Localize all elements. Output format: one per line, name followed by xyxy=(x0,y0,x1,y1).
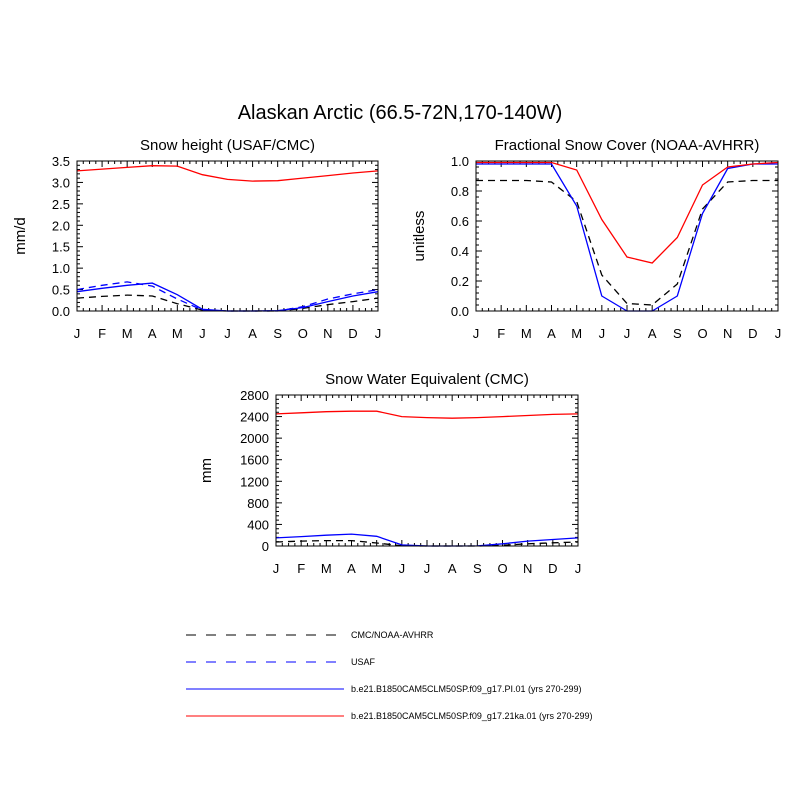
panel-title: Snow height (USAF/CMC) xyxy=(140,137,315,154)
panel-title: Snow Water Equivalent (CMC) xyxy=(325,371,529,388)
y-tick-label: 3.5 xyxy=(52,154,70,169)
x-tick-label: J xyxy=(775,326,782,341)
x-tick-label: S xyxy=(473,561,482,576)
legend-label: CMC/NOAA-AVHRR xyxy=(351,630,434,640)
legend-entry-b-e21-b1850cam5clm50sp-f09-g17-21ka-01-yrs-270-299: b.e21.B1850CAM5CLM50SP.f09_g17.21ka.01 (… xyxy=(186,711,593,721)
y-tick-label: 1.0 xyxy=(451,154,469,169)
x-tick-label: S xyxy=(273,326,282,341)
y-tick-label: 0.0 xyxy=(52,304,70,319)
series-line-cmc-noaa-avhrr xyxy=(76,294,379,312)
x-tick-label: J xyxy=(74,326,81,341)
x-tick-label: A xyxy=(148,326,157,341)
y-tick-label: 2.5 xyxy=(52,197,70,212)
x-tick-label: J xyxy=(375,326,382,341)
y-tick-label: 800 xyxy=(247,496,269,511)
x-tick-label: M xyxy=(571,326,582,341)
x-tick-label: S xyxy=(673,326,682,341)
y-axis-label: mm xyxy=(198,458,215,483)
y-tick-label: 1600 xyxy=(240,453,269,468)
legend-label: b.e21.B1850CAM5CLM50SP.f09_g17.21ka.01 (… xyxy=(351,711,593,721)
y-tick-label: 1.5 xyxy=(52,240,70,255)
x-tick-label: J xyxy=(224,326,231,341)
series-line-cmc-noaa-avhrr xyxy=(275,539,579,547)
y-axis-label: unitless xyxy=(411,211,428,262)
panel-snow-height-usaf-cmc: Snow height (USAF/CMC)mm/dJ F M A M J J A S O N D J0… xyxy=(12,137,381,341)
y-tick-label: 0.4 xyxy=(451,244,469,259)
y-tick-label: 0.5 xyxy=(52,283,70,298)
legend: CMC/NOAA-AVHRR USAF b.e21.B1850CAM5CLM50SP… xyxy=(186,630,593,721)
x-tick-label: J xyxy=(424,561,431,576)
y-tick-label: 0.6 xyxy=(451,214,469,229)
plot-frame xyxy=(475,160,779,312)
x-tick-label: A xyxy=(448,561,457,576)
x-tick-label: J xyxy=(624,326,631,341)
y-tick-label: 2000 xyxy=(240,431,269,446)
x-tick-label: O xyxy=(497,561,507,576)
x-tick-label: J xyxy=(473,326,480,341)
x-tick-label: N xyxy=(323,326,332,341)
y-tick-label: 0.0 xyxy=(451,304,469,319)
y-tick-label: 0 xyxy=(262,539,269,554)
panel-snow-water-equivalent-cmc: Snow Water Equivalent (CMC)mmJ F M A M J J A S O N… xyxy=(198,371,581,576)
x-tick-label: J xyxy=(273,561,280,576)
figure-title: Alaskan Arctic (66.5-72N,170-140W) xyxy=(238,102,563,124)
x-tick-label: J xyxy=(199,326,206,341)
y-tick-label: 2800 xyxy=(240,388,269,403)
series-line-b-e21-b1850cam5clm50sp-f09-g17-21ka-01-yrs-270-299 xyxy=(476,161,779,264)
plot-frame xyxy=(275,394,579,547)
legend-entry-b-e21-b1850cam5clm50sp-f09-g17-pi-01-yrs-270-299: b.e21.B1850CAM5CLM50SP.f09_g17.PI.01 (yr… xyxy=(186,684,581,694)
x-tick-label: A xyxy=(248,326,257,341)
x-tick-label: O xyxy=(298,326,308,341)
x-tick-label: J xyxy=(599,326,606,341)
axis-ticks xyxy=(76,160,379,312)
y-tick-label: 2.0 xyxy=(52,218,70,233)
y-tick-label: 0.2 xyxy=(451,274,469,289)
x-tick-label: M xyxy=(371,561,382,576)
panel-fractional-snow-cover-noaa-avhrr: Fractional Snow Cover (NOAA-AVHRR) unitle… xyxy=(411,137,781,341)
x-tick-label: F xyxy=(98,326,106,341)
panel-title: Fractional Snow Cover (NOAA-AVHRR) xyxy=(495,137,760,154)
x-tick-label: M xyxy=(172,326,183,341)
x-tick-label: M xyxy=(122,326,133,341)
x-tick-label: A xyxy=(347,561,356,576)
series-line-b-e21-b1850cam5clm50sp-f09-g17-pi-01-yrs-270-299 xyxy=(476,163,778,312)
legend-label: b.e21.B1850CAM5CLM50SP.f09_g17.PI.01 (yr… xyxy=(351,684,581,694)
x-tick-label: A xyxy=(648,326,657,341)
y-tick-label: 2400 xyxy=(240,410,269,425)
x-tick-label: F xyxy=(497,326,505,341)
legend-entry-usaf: USAF xyxy=(186,657,376,667)
x-tick-label: M xyxy=(321,561,332,576)
x-tick-label: F xyxy=(297,561,305,576)
series-line-b-e21-b1850cam5clm50sp-f09-g17-21ka-01-yrs-270-299 xyxy=(76,165,379,182)
series-line-cmc-noaa-avhrr xyxy=(476,179,778,306)
y-tick-label: 3.0 xyxy=(52,175,70,190)
x-tick-label: J xyxy=(399,561,406,576)
axis-ticks xyxy=(475,160,779,312)
series-line-b-e21-b1850cam5clm50sp-f09-g17-21ka-01-yrs-270-299 xyxy=(275,410,579,419)
x-tick-label: D xyxy=(748,326,757,341)
plot-frame xyxy=(76,160,379,312)
y-tick-label: 1200 xyxy=(240,474,269,489)
x-tick-label: J xyxy=(575,561,582,576)
y-axis-label: mm/d xyxy=(12,217,29,255)
x-tick-label: D xyxy=(548,561,557,576)
x-tick-label: N xyxy=(723,326,732,341)
panels: Snow height (USAF/CMC)mm/dJ F M A M J J A S O N D J0… xyxy=(12,137,781,576)
x-tick-label: D xyxy=(348,326,357,341)
x-tick-label: O xyxy=(697,326,707,341)
y-tick-label: 0.8 xyxy=(451,184,469,199)
y-tick-label: 400 xyxy=(247,517,269,532)
y-tick-label: 1.0 xyxy=(52,261,70,276)
legend-label: USAF xyxy=(351,657,376,667)
x-tick-label: N xyxy=(523,561,532,576)
x-tick-label: A xyxy=(547,326,556,341)
legend-entry-cmc-noaa-avhrr: CMC/NOAA-AVHRR xyxy=(186,630,434,640)
x-tick-label: M xyxy=(521,326,532,341)
